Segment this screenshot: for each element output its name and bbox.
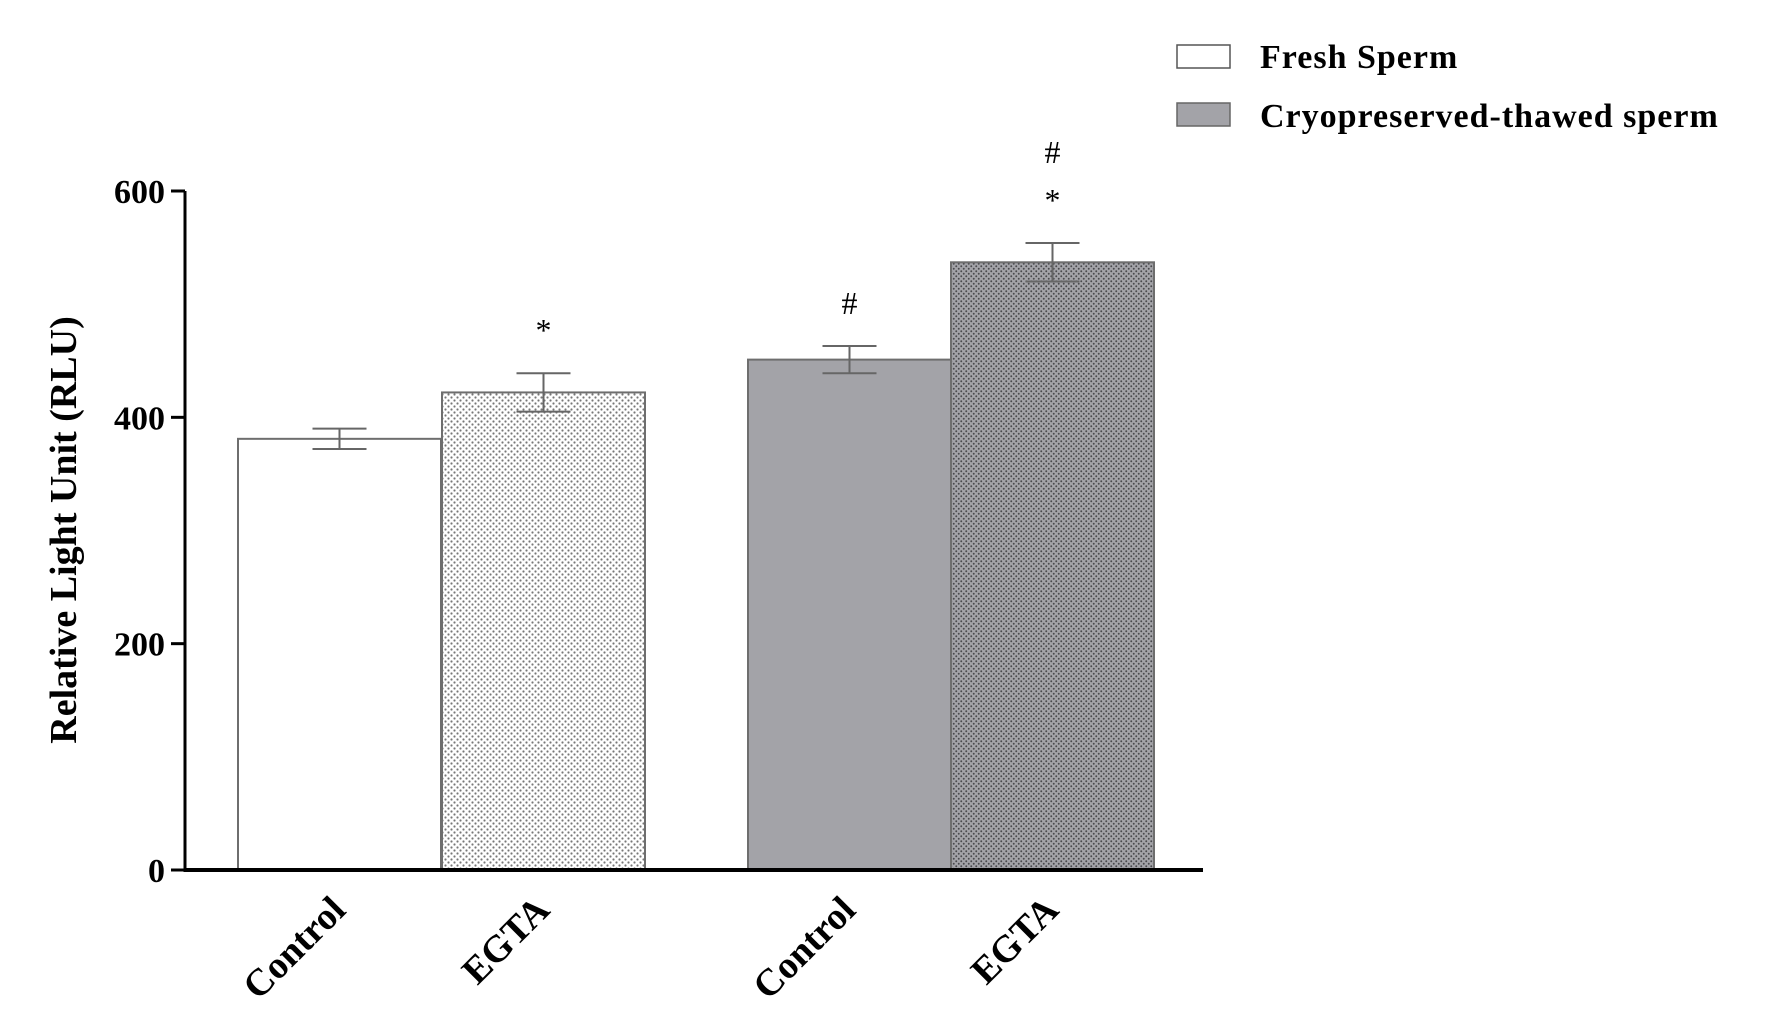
- significance-marker: #: [842, 285, 858, 321]
- bar-3: [747, 358, 952, 871]
- bar-2: [441, 391, 646, 871]
- y-tick-label: 200: [114, 627, 165, 664]
- x-tick-label: EGTA: [963, 888, 1067, 992]
- y-tick-label: 400: [114, 400, 165, 437]
- legend-label-fresh: Fresh Sperm: [1260, 39, 1458, 76]
- x-tick-label: Control: [235, 889, 354, 1008]
- x-tick-label: Control: [745, 889, 864, 1008]
- significance-marker: *: [536, 312, 552, 348]
- y-tick-label: 0: [148, 853, 165, 890]
- significance-marker: *: [1045, 182, 1061, 218]
- legend: Fresh Sperm Cryopreserved-thawed sperm: [1176, 39, 1719, 135]
- legend-label-cryo: Cryopreserved-thawed sperm: [1260, 98, 1719, 135]
- y-tick-label: 600: [114, 174, 165, 211]
- x-tick-label: EGTA: [454, 888, 558, 992]
- significance-marker: #: [1045, 134, 1061, 170]
- bar-4: [950, 261, 1155, 872]
- y-axis-title: Relative Light Unit (RLU): [43, 316, 85, 743]
- legend-swatch-fresh: [1176, 44, 1231, 69]
- legend-swatch-cryo: [1176, 102, 1231, 127]
- bar-1: [237, 437, 442, 871]
